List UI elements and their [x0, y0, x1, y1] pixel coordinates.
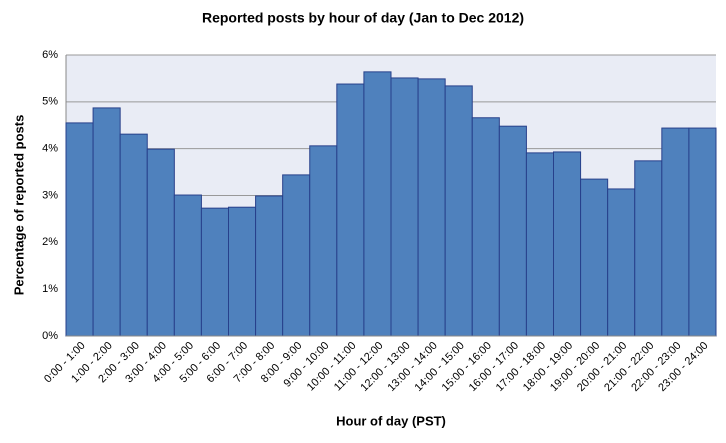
bar — [363, 71, 392, 337]
y-tick-label: 4% — [42, 143, 58, 155]
bar — [173, 194, 202, 337]
bar — [255, 195, 284, 337]
bar — [525, 152, 555, 337]
bar — [228, 206, 257, 337]
bar — [119, 133, 148, 337]
x-axis-label: Hour of day (PST) — [336, 413, 446, 428]
bar — [498, 125, 527, 337]
bar — [607, 188, 636, 337]
bar — [444, 85, 473, 337]
bar — [390, 77, 419, 337]
y-tick-label: 3% — [42, 189, 58, 201]
bar — [65, 122, 94, 337]
bar — [580, 178, 609, 337]
bar — [661, 127, 690, 337]
bar — [417, 78, 446, 337]
y-tick-label: 5% — [42, 96, 58, 108]
bar — [688, 127, 717, 337]
bar — [92, 107, 121, 337]
bar — [634, 160, 663, 337]
bar — [471, 117, 500, 337]
bar — [336, 83, 365, 337]
chart-title: Reported posts by hour of day (Jan to De… — [202, 10, 524, 26]
bar — [553, 151, 582, 337]
y-tick-label: 0% — [42, 330, 58, 342]
y-tick-label: 2% — [42, 236, 58, 248]
y-axis-label: Percentage of reported posts — [11, 115, 26, 296]
y-tick-label: 1% — [42, 283, 58, 295]
bar — [200, 207, 230, 337]
bar — [309, 145, 338, 337]
y-tick-label: 6% — [42, 49, 58, 61]
bar — [282, 174, 311, 337]
bar — [146, 148, 175, 337]
